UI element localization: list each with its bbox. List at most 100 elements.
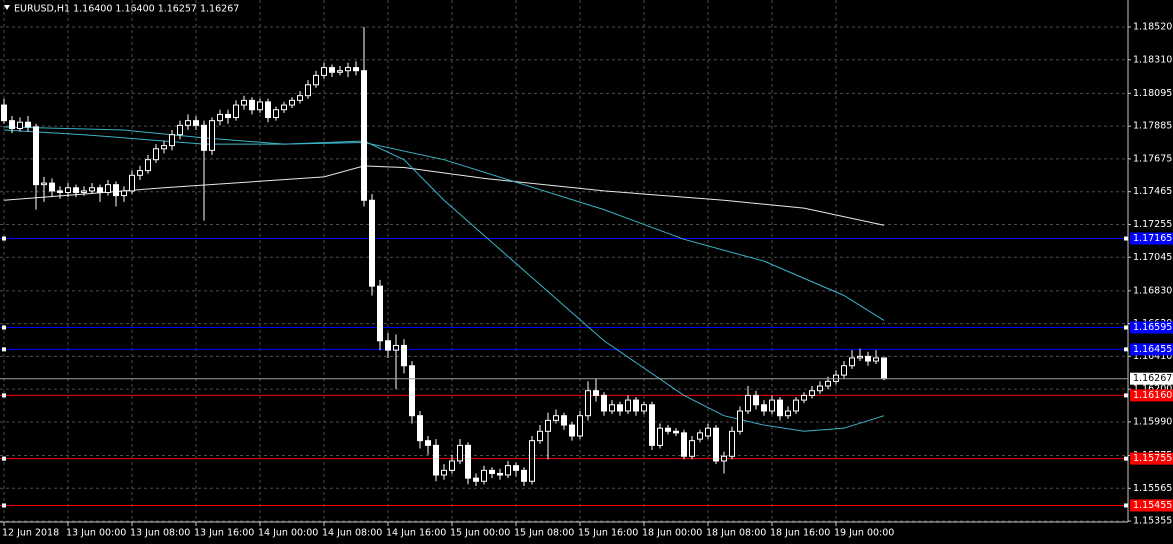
- y-tick-label: 1.16830: [1133, 285, 1172, 296]
- candle-body: [177, 124, 183, 136]
- level-line-label: 1.15755: [1133, 453, 1172, 464]
- candle-body: [313, 74, 319, 86]
- current-price-label: 1.16267: [1133, 373, 1172, 384]
- x-tick-label: 13 Jun 08:00: [130, 528, 190, 539]
- candle-body: [465, 444, 471, 479]
- candle-body: [553, 415, 559, 421]
- candle-body: [401, 344, 407, 367]
- chart-title: EURUSD,H1 1.16400 1.16400 1.16257 1.1626…: [14, 4, 239, 15]
- candle-body: [809, 390, 815, 396]
- candle-body: [569, 424, 575, 437]
- candle-body: [209, 120, 215, 151]
- moving-average: [3, 165, 885, 226]
- candle-body: [649, 404, 655, 446]
- candle-body: [33, 126, 39, 186]
- menu-arrow[interactable]: [4, 5, 10, 10]
- y-tick-label: 1.16410: [1133, 351, 1172, 362]
- candle-body: [673, 430, 679, 434]
- level-line-handle: [1124, 236, 1128, 241]
- y-tick-label: 1.15990: [1133, 416, 1172, 427]
- candle-body: [129, 174, 135, 192]
- candle-body: [145, 159, 151, 172]
- candle-body: [217, 113, 223, 122]
- candle-body: [345, 67, 351, 72]
- candle-body: [249, 99, 255, 111]
- level-line-handle: [1124, 503, 1128, 508]
- candle-body: [841, 365, 847, 376]
- level-line-label: 1.15455: [1133, 500, 1172, 511]
- candle-body: [9, 120, 15, 129]
- candle-body: [681, 432, 687, 457]
- candle-body: [137, 170, 143, 176]
- candle-body: [745, 394, 751, 412]
- candle-body: [721, 455, 727, 462]
- level-line-handle: [2, 325, 6, 330]
- x-tick-label: 14 Jun 08:00: [322, 528, 382, 539]
- y-tick-label: 1.17255: [1133, 219, 1172, 230]
- candle-body: [513, 465, 519, 471]
- candle-body: [121, 190, 127, 197]
- candle-body: [153, 148, 159, 161]
- candle-body: [785, 410, 791, 417]
- level-line-label-box: [1130, 452, 1173, 465]
- candle-body: [417, 415, 423, 442]
- level-line-label-box: [1130, 499, 1173, 512]
- candle-body: [665, 427, 671, 432]
- candle-body: [17, 121, 23, 129]
- level-line-label: 1.16455: [1133, 344, 1172, 355]
- y-tick-label: 1.17675: [1133, 153, 1172, 164]
- candle-body: [385, 340, 391, 351]
- candle-body: [353, 67, 359, 72]
- candle-body: [441, 469, 447, 476]
- candle-body: [521, 469, 527, 482]
- candle-body: [625, 399, 631, 412]
- level-line-handle: [1124, 347, 1128, 352]
- y-tick-label: 1.15565: [1133, 483, 1172, 494]
- level-line-label: 1.16595: [1133, 322, 1172, 333]
- candle-body: [881, 357, 887, 380]
- level-line-label-box: [1130, 343, 1173, 356]
- candle-body: [761, 404, 767, 412]
- candle-body: [705, 427, 711, 437]
- x-tick-label: 12 Jun 2018: [2, 528, 59, 539]
- candle-body: [777, 399, 783, 417]
- candle-body: [297, 95, 303, 101]
- x-tick-label: 14 Jun 00:00: [258, 528, 318, 539]
- candle-body: [609, 404, 615, 412]
- candle-body: [57, 190, 63, 193]
- level-line-handle: [2, 456, 6, 461]
- x-tick-label: 18 Jun 16:00: [770, 528, 830, 539]
- candle-body: [865, 355, 871, 362]
- candle-body: [393, 344, 399, 351]
- candle-body: [161, 145, 167, 150]
- candle-body: [801, 394, 807, 401]
- x-tick-label: 15 Jun 00:00: [450, 528, 510, 539]
- x-tick-label: 13 Jun 00:00: [66, 528, 126, 539]
- candle-body: [561, 415, 567, 426]
- level-line-label-box: [1130, 321, 1173, 334]
- y-tick-label: 1.15355: [1133, 516, 1172, 527]
- candle-body: [505, 465, 511, 476]
- level-line-handle: [2, 236, 6, 241]
- candle-body: [873, 357, 879, 362]
- candle-body: [537, 430, 543, 442]
- candle-body: [289, 99, 295, 106]
- y-tick-label: 1.17885: [1133, 121, 1172, 132]
- candle-body: [817, 385, 823, 392]
- candle-body: [633, 399, 639, 412]
- candle-body: [97, 187, 103, 193]
- candle-body: [49, 182, 55, 192]
- y-tick-label: 1.16200: [1133, 384, 1172, 395]
- candle-body: [225, 113, 231, 119]
- candle-body: [489, 469, 495, 474]
- candle-body: [337, 70, 343, 73]
- candle-body: [169, 134, 175, 147]
- candle-body: [825, 380, 831, 387]
- candle-body: [73, 187, 79, 193]
- y-tick-label: 1.17045: [1133, 252, 1172, 263]
- level-line-handle: [2, 347, 6, 352]
- y-tick-label: 1.18095: [1133, 88, 1172, 99]
- candle-body: [65, 187, 71, 193]
- candle-body: [185, 120, 191, 126]
